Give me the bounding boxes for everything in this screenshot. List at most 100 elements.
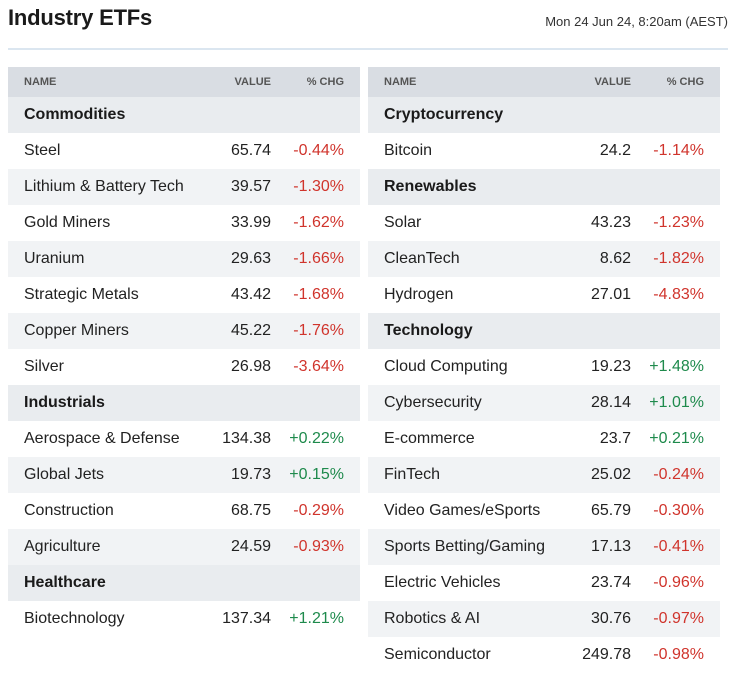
etf-row[interactable]: E-commerce 23.7 +0.21% (368, 421, 720, 457)
etf-value: 8.62 (599, 250, 631, 267)
etf-name-link[interactable]: Solar (384, 214, 422, 231)
etf-name-link[interactable]: Hydrogen (384, 286, 454, 303)
group-title: Renewables (384, 178, 477, 195)
etf-change: -1.76% (293, 322, 344, 339)
etf-row[interactable]: CleanTech 8.62 -1.82% (368, 241, 720, 277)
group-title: Commodities (24, 106, 126, 123)
etf-name-link[interactable]: Strategic Metals (24, 286, 139, 303)
etf-row[interactable]: Lithium & Battery Tech 39.57 -1.30% (8, 169, 360, 205)
etf-name-link[interactable]: Global Jets (24, 466, 105, 483)
etf-name-link[interactable]: CleanTech (384, 250, 460, 267)
etf-value: 19.73 (230, 466, 271, 483)
column-header-change[interactable]: % CHG (306, 76, 344, 88)
etf-row[interactable]: Global Jets 19.73 +0.15% (8, 457, 360, 493)
etf-value: 25.02 (590, 466, 631, 483)
table-header-row: NAME VALUE % CHG (8, 67, 360, 97)
etf-change: -0.98% (653, 646, 704, 663)
etf-table-left: NAME VALUE % CHG Commodities Steel 65.74 -0.44… (8, 67, 360, 637)
header-divider (8, 48, 728, 50)
etf-row[interactable]: Biotechnology 137.34 +1.21% (8, 601, 360, 637)
column-header-change[interactable]: % CHG (666, 76, 704, 88)
etf-value: 249.78 (582, 646, 631, 663)
etf-change: -0.97% (653, 610, 704, 627)
etf-change: +0.15% (289, 466, 344, 483)
etf-row[interactable]: Steel 65.74 -0.44% (8, 133, 360, 169)
etf-row[interactable]: Strategic Metals 43.42 -1.68% (8, 277, 360, 313)
group-title: Technology (384, 322, 473, 339)
etf-name-link[interactable]: Uranium (24, 250, 85, 267)
etf-change: -1.82% (653, 250, 704, 267)
etf-value: 17.13 (590, 538, 631, 555)
etf-value: 134.38 (222, 430, 271, 447)
etf-change: -0.24% (653, 466, 704, 483)
etf-value: 39.57 (230, 178, 271, 195)
last-updated-timestamp: Mon 24 Jun 24, 8:20am (AEST) (545, 14, 728, 29)
column-header-name[interactable]: NAME (24, 76, 57, 88)
etf-name-link[interactable]: Agriculture (24, 538, 101, 555)
etf-name-link[interactable]: Video Games/eSports (384, 502, 541, 519)
etf-value: 33.99 (230, 214, 271, 231)
etf-row[interactable]: Cloud Computing 19.23 +1.48% (368, 349, 720, 385)
etf-value: 24.2 (599, 142, 631, 159)
etf-name-link[interactable]: Lithium & Battery Tech (24, 178, 184, 195)
etf-name-link[interactable]: Semiconductor (384, 646, 491, 663)
group-title: Healthcare (24, 574, 106, 591)
etf-value: 65.74 (230, 142, 271, 159)
etf-change: +0.22% (289, 430, 344, 447)
etf-name-link[interactable]: Steel (24, 142, 61, 159)
etf-name-link[interactable]: Silver (24, 358, 65, 375)
etf-row[interactable]: Electric Vehicles 23.74 -0.96% (368, 565, 720, 601)
etf-row[interactable]: Cybersecurity 28.14 +1.01% (368, 385, 720, 421)
etf-row[interactable]: Bitcoin 24.2 -1.14% (368, 133, 720, 169)
etf-change: -1.30% (293, 178, 344, 195)
etf-change: -1.68% (293, 286, 344, 303)
etf-row[interactable]: Video Games/eSports 65.79 -0.30% (368, 493, 720, 529)
etf-row[interactable]: FinTech 25.02 -0.24% (368, 457, 720, 493)
etf-name-link[interactable]: Bitcoin (384, 142, 433, 159)
column-header-value[interactable]: VALUE (234, 76, 271, 88)
etf-value: 27.01 (590, 286, 631, 303)
etf-name-link[interactable]: Sports Betting/Gaming (384, 538, 545, 555)
column-header-name[interactable]: NAME (384, 76, 417, 88)
etf-name-link[interactable]: FinTech (384, 466, 441, 483)
column-header-value[interactable]: VALUE (594, 76, 631, 88)
etf-name-link[interactable]: Gold Miners (24, 214, 111, 231)
group-header-row: Commodities (8, 97, 360, 133)
etf-name-link[interactable]: Aerospace & Defense (24, 430, 180, 447)
etf-row[interactable]: Copper Miners 45.22 -1.76% (8, 313, 360, 349)
table-header-row: NAME VALUE % CHG (368, 67, 720, 97)
etf-name-link[interactable]: Construction (24, 502, 114, 519)
etf-row[interactable]: Silver 26.98 -3.64% (8, 349, 360, 385)
etf-row[interactable]: Agriculture 24.59 -0.93% (8, 529, 360, 565)
etf-row[interactable]: Solar 43.23 -1.23% (368, 205, 720, 241)
etf-value: 19.23 (590, 358, 631, 375)
etf-name-link[interactable]: Biotechnology (24, 610, 125, 627)
etf-name-link[interactable]: Robotics & AI (384, 610, 481, 627)
etf-row[interactable]: Gold Miners 33.99 -1.62% (8, 205, 360, 241)
etf-change: -0.29% (293, 502, 344, 519)
etf-row[interactable]: Aerospace & Defense 134.38 +0.22% (8, 421, 360, 457)
etf-value: 65.79 (590, 502, 631, 519)
etf-row[interactable]: Sports Betting/Gaming 17.13 -0.41% (368, 529, 720, 565)
etf-value: 26.98 (230, 358, 271, 375)
etf-name-link[interactable]: Copper Miners (24, 322, 129, 339)
etf-value: 43.42 (230, 286, 271, 303)
etf-row[interactable]: Hydrogen 27.01 -4.83% (368, 277, 720, 313)
etf-name-link[interactable]: Cybersecurity (384, 394, 482, 411)
etf-change: -1.14% (653, 142, 704, 159)
etf-name-link[interactable]: E-commerce (384, 430, 475, 447)
etf-value: 137.34 (222, 610, 271, 627)
etf-row[interactable]: Construction 68.75 -0.29% (8, 493, 360, 529)
etf-change: -0.41% (653, 538, 704, 555)
etf-name-link[interactable]: Electric Vehicles (384, 574, 501, 591)
etf-change: +1.21% (289, 610, 344, 627)
etf-row[interactable]: Robotics & AI 30.76 -0.97% (368, 601, 720, 637)
etf-change: -0.30% (653, 502, 704, 519)
group-header-row: Healthcare (8, 565, 360, 601)
etf-name-link[interactable]: Cloud Computing (384, 358, 508, 375)
etf-change: -1.23% (653, 214, 704, 231)
etf-value: 68.75 (230, 502, 271, 519)
etf-row[interactable]: Semiconductor 249.78 -0.98% (368, 637, 720, 673)
group-header-row: Technology (368, 313, 720, 349)
etf-row[interactable]: Uranium 29.63 -1.66% (8, 241, 360, 277)
